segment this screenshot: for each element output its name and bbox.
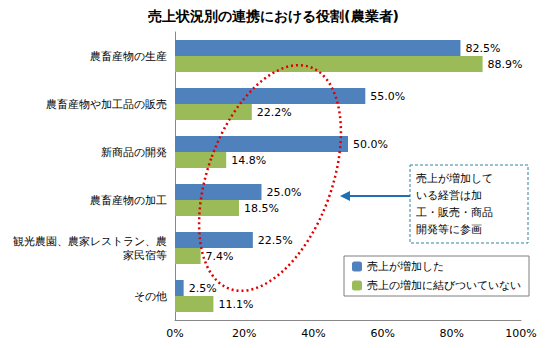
svg-text:工・販売・商品: 工・販売・商品 <box>416 206 493 219</box>
svg-text:売上の増加に結びついていない: 売上の増加に結びついていない <box>367 279 521 292</box>
svg-text:0%: 0% <box>166 327 183 340</box>
svg-text:22.5%: 22.5% <box>258 234 293 247</box>
svg-text:100%: 100% <box>505 327 536 340</box>
svg-text:観光農園、農家レストラン、農: 観光農園、農家レストラン、農 <box>13 235 167 248</box>
svg-text:いる経営は加: いる経営は加 <box>416 189 482 202</box>
svg-text:82.5%: 82.5% <box>465 42 500 55</box>
svg-text:22.2%: 22.2% <box>257 106 292 119</box>
svg-text:売上状況別の連携における役割(農業者): 売上状況別の連携における役割(農業者) <box>148 8 399 24</box>
svg-text:農畜産物の加工: 農畜産物の加工 <box>90 194 167 207</box>
svg-text:20%: 20% <box>232 327 256 340</box>
svg-text:7.4%: 7.4% <box>206 250 234 263</box>
svg-text:60%: 60% <box>370 327 394 340</box>
svg-text:25.0%: 25.0% <box>267 186 302 199</box>
svg-text:2.5%: 2.5% <box>189 282 217 295</box>
svg-text:農畜産物や加工品の販売: 農畜産物や加工品の販売 <box>46 98 167 111</box>
svg-text:家民宿等: 家民宿等 <box>123 249 167 262</box>
svg-text:新商品の開発: 新商品の開発 <box>101 146 167 159</box>
svg-text:40%: 40% <box>301 327 325 340</box>
svg-text:80%: 80% <box>440 327 464 340</box>
svg-text:売上が増加した: 売上が増加した <box>367 260 444 273</box>
svg-text:売上が増加して: 売上が増加して <box>416 172 493 185</box>
svg-text:88.9%: 88.9% <box>488 58 523 71</box>
svg-text:農畜産物の生産: 農畜産物の生産 <box>90 50 167 63</box>
svg-text:55.0%: 55.0% <box>370 90 405 103</box>
svg-text:その他: その他 <box>134 290 167 303</box>
svg-text:11.1%: 11.1% <box>218 298 253 311</box>
svg-text:14.8%: 14.8% <box>231 154 266 167</box>
svg-text:50.0%: 50.0% <box>353 138 388 151</box>
svg-text:開発等に参画: 開発等に参画 <box>416 223 482 236</box>
svg-text:18.5%: 18.5% <box>244 202 279 215</box>
